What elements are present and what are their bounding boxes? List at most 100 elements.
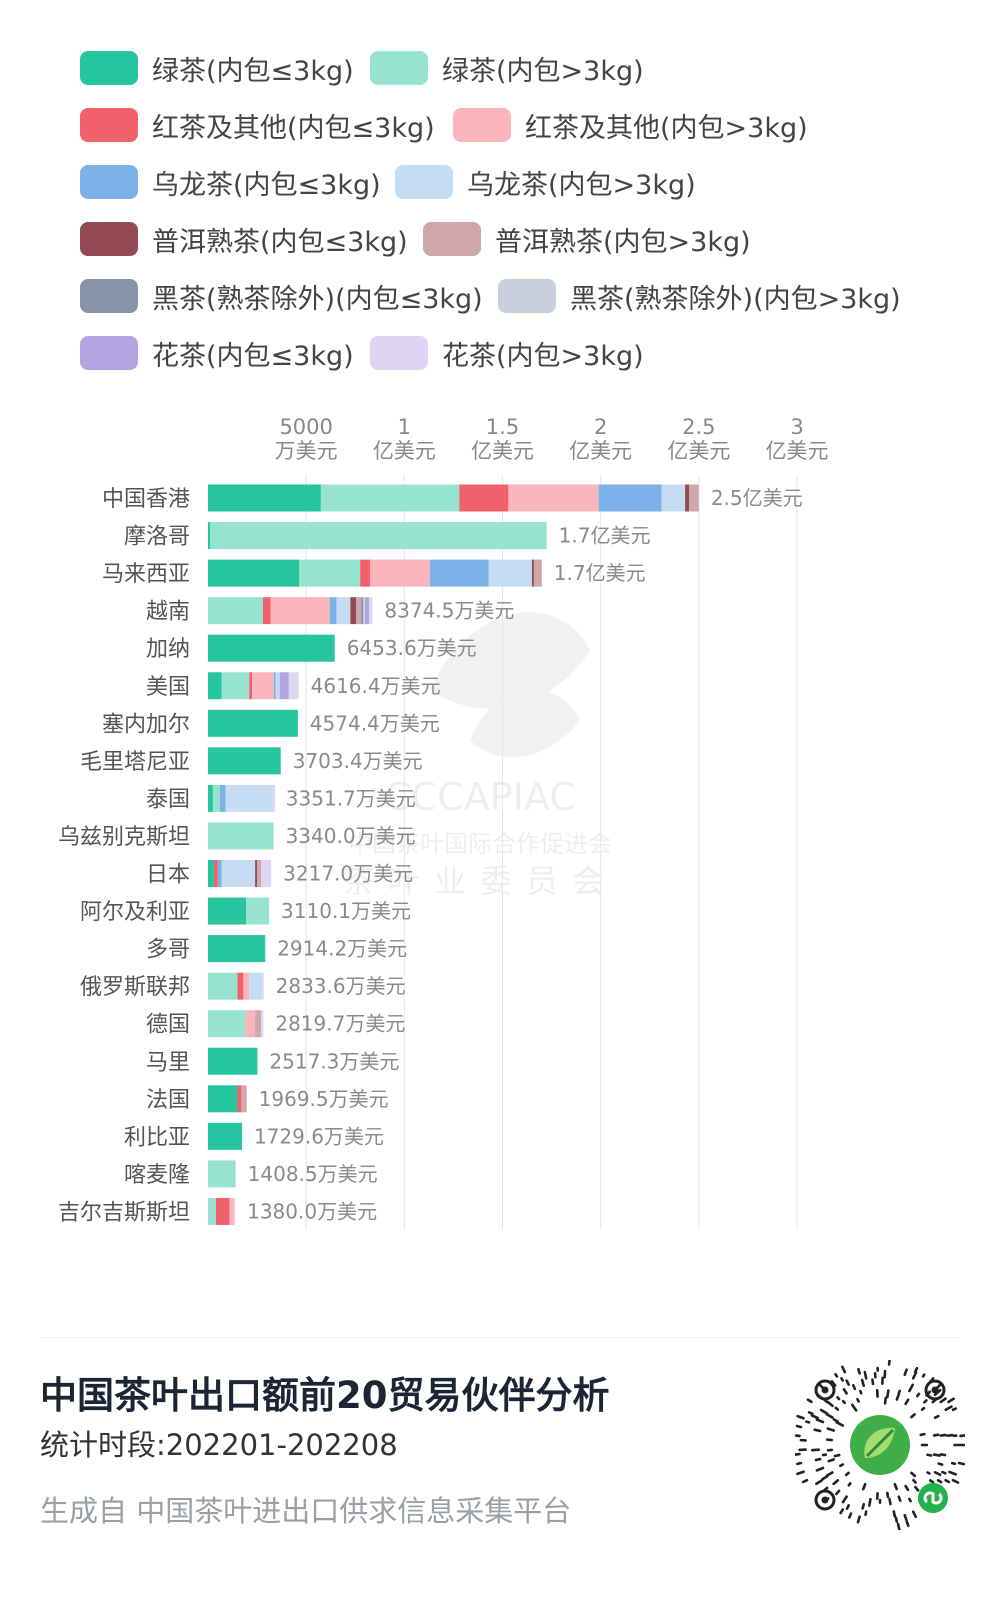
bar-segment	[249, 972, 262, 1000]
bar-segment	[208, 1197, 216, 1225]
qr-mark	[836, 1396, 841, 1401]
category-label: 毛里塔尼亚	[80, 750, 190, 775]
bar-segment	[273, 672, 276, 700]
qr-finder	[814, 1489, 836, 1511]
qr-mark	[825, 1471, 834, 1477]
legend-item: 绿茶(内包≤3kg)	[80, 48, 354, 88]
bar-segment	[533, 559, 542, 587]
legend-swatch	[370, 51, 428, 85]
qr-mark	[921, 1373, 926, 1378]
tick-unit-label: 亿美元	[471, 439, 534, 463]
bar-segment	[208, 1010, 246, 1038]
legend-item: 黑茶(熟茶除外)(内包>3kg)	[498, 276, 901, 316]
category-label: 塞内加尔	[102, 712, 190, 737]
qr-mark	[841, 1399, 846, 1405]
legend-label: 花茶(内包>3kg)	[442, 340, 644, 372]
legend-label: 红茶及其他(内包≤3kg)	[152, 112, 435, 144]
bar-segment	[598, 484, 662, 512]
page-title: 中国茶叶出口额前20贸易伙伴分析	[40, 1374, 610, 1417]
legend-label: 普洱熟茶(内包>3kg)	[495, 226, 751, 258]
qr-mark	[834, 1372, 839, 1378]
bar-segment	[363, 597, 366, 625]
category-label: 俄罗斯联邦	[80, 975, 190, 1000]
bar-segment	[488, 559, 532, 587]
tick-label: 1	[398, 415, 411, 439]
period-text: 统计时段:202201-202208	[40, 1428, 398, 1462]
qr-mark	[856, 1515, 861, 1524]
data-label: 3217.0万美元	[283, 862, 413, 886]
qr-mark	[807, 1411, 814, 1416]
qr-mark	[904, 1398, 910, 1406]
data-label: 2819.7万美元	[275, 1012, 405, 1036]
legend-item: 红茶及其他(内包≤3kg)	[80, 105, 435, 145]
legend-item: 普洱熟茶(内包≤3kg)	[80, 219, 408, 259]
bar-segment	[369, 559, 430, 587]
data-label: 3340.0万美元	[286, 824, 416, 848]
data-label: 1408.5万美元	[248, 1162, 378, 1186]
qr-mark	[859, 1389, 863, 1395]
legend-label: 红茶及其他(内包>3kg)	[525, 112, 808, 144]
bar-segment	[208, 1160, 236, 1188]
qr-mark	[839, 1463, 845, 1468]
qr-mark	[911, 1510, 918, 1519]
bar-segment	[252, 672, 274, 700]
qr-mark	[910, 1413, 916, 1419]
stacked-bar-chart: CCCAPIAC中国茶叶国际合作促进会茶叶业委员会5000万美元1亿美元1.5亿…	[58, 415, 829, 1230]
tick-unit-label: 亿美元	[667, 439, 730, 463]
tick-unit-label: 亿美元	[569, 439, 632, 463]
data-label: 2914.2万美元	[277, 937, 407, 961]
qr-mark	[946, 1433, 954, 1438]
category-label: 泰国	[146, 787, 190, 812]
watermark-text: 中国茶叶国际合作促进会	[348, 830, 612, 858]
qr-mark	[939, 1433, 947, 1437]
legend-swatch	[453, 108, 511, 142]
data-label: 2.5亿美元	[711, 486, 803, 510]
bar-segment	[261, 860, 272, 887]
tick-label: 2.5	[682, 415, 715, 439]
bar-segment	[225, 784, 274, 812]
qr-mark	[861, 1503, 866, 1510]
qr-mark	[842, 1388, 848, 1395]
bar-segment	[320, 484, 460, 512]
qr-mark	[914, 1485, 920, 1492]
qr-mark	[857, 1367, 861, 1375]
bar-segment	[262, 597, 271, 625]
bar-segment	[208, 1122, 242, 1150]
bar-segment	[360, 559, 370, 587]
qr-mark	[863, 1370, 868, 1380]
legend-swatch	[80, 222, 138, 256]
qr-mark	[951, 1407, 958, 1412]
category-label: 越南	[146, 600, 190, 625]
qr-mark	[939, 1397, 947, 1404]
bar-segment	[208, 784, 213, 812]
bar-segment	[208, 634, 335, 662]
footer-divider	[40, 1337, 960, 1338]
bar-segment	[237, 972, 244, 1000]
qr-mark	[795, 1424, 803, 1429]
legend-swatch	[498, 279, 556, 313]
qr-mark	[832, 1418, 839, 1423]
qr-mark	[908, 1383, 915, 1393]
qr-mark	[926, 1453, 933, 1457]
legend-label: 绿茶(内包>3kg)	[442, 55, 644, 87]
qr-mark	[886, 1389, 890, 1399]
qr-mark	[796, 1414, 805, 1420]
qr-mark	[821, 1475, 829, 1481]
bar-segment	[365, 597, 369, 625]
mini-program-code-icon[interactable]	[795, 1360, 965, 1530]
qr-finder-dot	[821, 1496, 829, 1504]
category-label: 加纳	[146, 637, 190, 662]
qr-mark	[840, 1377, 845, 1382]
watermark-leaf-icon	[470, 688, 580, 758]
legend-label: 花茶(内包≤3kg)	[152, 340, 354, 372]
data-label: 1729.6万美元	[254, 1124, 384, 1148]
category-label: 日本	[146, 863, 190, 888]
legend-label: 绿茶(内包≤3kg)	[152, 55, 354, 87]
qr-mark	[903, 1513, 908, 1521]
category-label: 吉尔吉斯斯坦	[58, 1200, 190, 1225]
qr-mark	[926, 1471, 931, 1475]
qr-mark	[827, 1458, 836, 1463]
bar-segment	[208, 672, 222, 700]
legend-swatch	[80, 165, 138, 199]
qr-mark	[886, 1491, 890, 1499]
